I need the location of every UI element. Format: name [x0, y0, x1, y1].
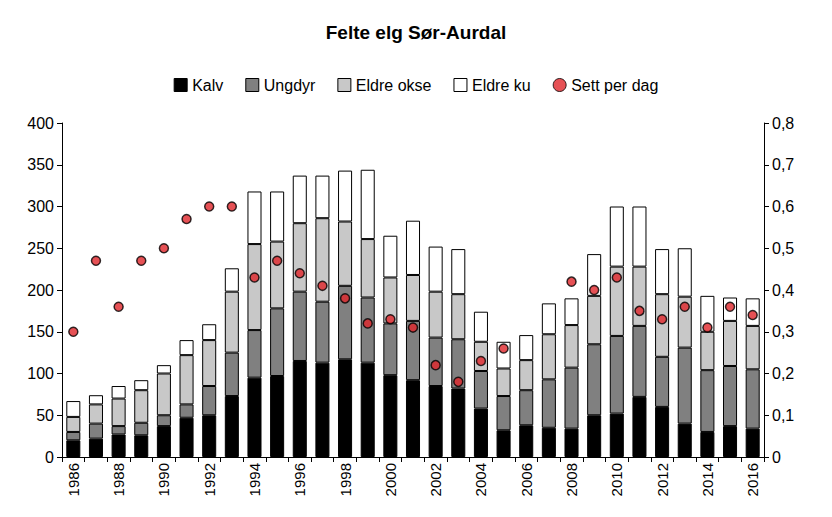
svg-text:2002: 2002	[427, 463, 444, 496]
svg-text:2010: 2010	[608, 463, 625, 496]
svg-text:0,2: 0,2	[772, 365, 794, 382]
svg-text:2014: 2014	[699, 463, 716, 496]
svg-text:0,4: 0,4	[772, 282, 794, 299]
svg-text:0: 0	[772, 449, 781, 466]
svg-text:300: 300	[27, 198, 54, 215]
svg-text:350: 350	[27, 156, 54, 173]
svg-text:0,8: 0,8	[772, 115, 794, 132]
svg-text:50: 50	[36, 407, 54, 424]
svg-text:200: 200	[27, 282, 54, 299]
svg-text:Sett per dag: Sett per dag	[571, 77, 658, 94]
svg-text:2006: 2006	[518, 463, 535, 496]
svg-text:Kalv: Kalv	[192, 77, 223, 94]
svg-text:Ungdyr: Ungdyr	[264, 77, 316, 94]
svg-text:Eldre ku: Eldre ku	[472, 77, 531, 94]
svg-text:2004: 2004	[472, 463, 489, 496]
svg-text:100: 100	[27, 365, 54, 382]
svg-text:1998: 1998	[337, 463, 354, 496]
svg-text:2016: 2016	[744, 463, 761, 496]
svg-text:250: 250	[27, 240, 54, 257]
svg-text:0,7: 0,7	[772, 156, 794, 173]
svg-text:1986: 1986	[65, 463, 82, 496]
svg-text:0,1: 0,1	[772, 407, 794, 424]
svg-text:0,5: 0,5	[772, 240, 794, 257]
svg-text:1988: 1988	[110, 463, 127, 496]
svg-text:1990: 1990	[155, 463, 172, 496]
svg-text:0: 0	[45, 449, 54, 466]
svg-text:0,6: 0,6	[772, 198, 794, 215]
svg-text:Felte elg Sør-Aurdal: Felte elg Sør-Aurdal	[326, 22, 507, 43]
svg-text:Eldre okse: Eldre okse	[356, 77, 432, 94]
svg-text:1994: 1994	[246, 463, 263, 496]
svg-text:2008: 2008	[563, 463, 580, 496]
svg-text:1996: 1996	[291, 463, 308, 496]
svg-text:150: 150	[27, 323, 54, 340]
svg-text:2012: 2012	[654, 463, 671, 496]
svg-text:0,3: 0,3	[772, 323, 794, 340]
svg-text:400: 400	[27, 115, 54, 132]
svg-text:1992: 1992	[201, 463, 218, 496]
svg-text:2000: 2000	[382, 463, 399, 496]
